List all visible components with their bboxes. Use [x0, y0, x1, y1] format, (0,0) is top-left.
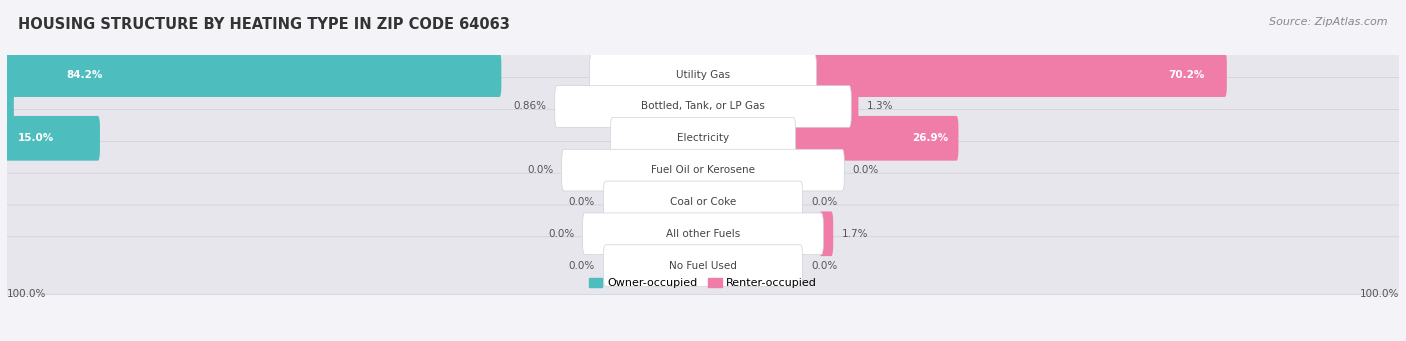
Text: 0.0%: 0.0% — [811, 197, 837, 207]
FancyBboxPatch shape — [603, 181, 803, 223]
FancyBboxPatch shape — [4, 173, 1402, 231]
Text: Coal or Coke: Coal or Coke — [669, 197, 737, 207]
Text: 100.0%: 100.0% — [1360, 288, 1399, 299]
FancyBboxPatch shape — [4, 78, 1402, 135]
Text: 0.0%: 0.0% — [569, 261, 595, 271]
Text: Source: ZipAtlas.com: Source: ZipAtlas.com — [1270, 17, 1388, 27]
FancyBboxPatch shape — [555, 86, 851, 127]
FancyBboxPatch shape — [610, 117, 796, 159]
Text: 1.3%: 1.3% — [866, 102, 893, 112]
Text: 1.7%: 1.7% — [842, 229, 868, 239]
Text: Electricity: Electricity — [676, 133, 730, 143]
FancyBboxPatch shape — [6, 116, 100, 161]
FancyBboxPatch shape — [4, 46, 1402, 103]
Text: Fuel Oil or Kerosene: Fuel Oil or Kerosene — [651, 165, 755, 175]
Text: 84.2%: 84.2% — [66, 70, 103, 80]
FancyBboxPatch shape — [4, 109, 1402, 167]
Text: HOUSING STRUCTURE BY HEATING TYPE IN ZIP CODE 64063: HOUSING STRUCTURE BY HEATING TYPE IN ZIP… — [18, 17, 510, 32]
Text: 0.86%: 0.86% — [513, 102, 547, 112]
FancyBboxPatch shape — [603, 245, 803, 286]
FancyBboxPatch shape — [820, 211, 834, 256]
FancyBboxPatch shape — [582, 213, 824, 255]
Text: No Fuel Used: No Fuel Used — [669, 261, 737, 271]
Text: 15.0%: 15.0% — [18, 133, 55, 143]
FancyBboxPatch shape — [846, 84, 859, 129]
Text: 0.0%: 0.0% — [527, 165, 554, 175]
Text: 26.9%: 26.9% — [912, 133, 948, 143]
Text: 100.0%: 100.0% — [7, 288, 46, 299]
FancyBboxPatch shape — [792, 116, 959, 161]
FancyBboxPatch shape — [4, 237, 1402, 294]
Text: Bottled, Tank, or LP Gas: Bottled, Tank, or LP Gas — [641, 102, 765, 112]
Text: All other Fuels: All other Fuels — [666, 229, 740, 239]
FancyBboxPatch shape — [4, 141, 1402, 199]
FancyBboxPatch shape — [6, 84, 14, 129]
Text: 0.0%: 0.0% — [811, 261, 837, 271]
FancyBboxPatch shape — [4, 205, 1402, 263]
Text: 0.0%: 0.0% — [852, 165, 879, 175]
Text: 0.0%: 0.0% — [569, 197, 595, 207]
FancyBboxPatch shape — [6, 52, 502, 97]
FancyBboxPatch shape — [813, 52, 1227, 97]
Text: Utility Gas: Utility Gas — [676, 70, 730, 80]
FancyBboxPatch shape — [589, 54, 817, 95]
Legend: Owner-occupied, Renter-occupied: Owner-occupied, Renter-occupied — [589, 278, 817, 288]
Text: 70.2%: 70.2% — [1168, 70, 1204, 80]
FancyBboxPatch shape — [562, 149, 844, 191]
Text: 0.0%: 0.0% — [548, 229, 574, 239]
